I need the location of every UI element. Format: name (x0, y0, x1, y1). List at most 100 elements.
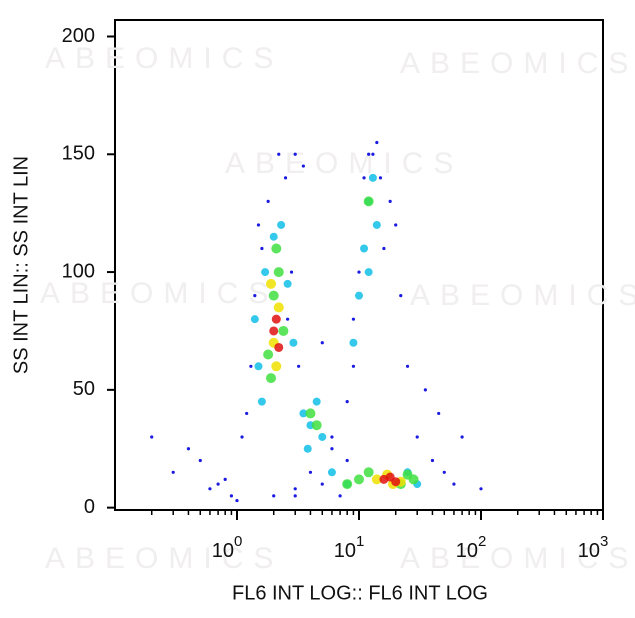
point (372, 220, 381, 229)
point (312, 397, 321, 406)
point (452, 482, 456, 486)
point (271, 314, 281, 324)
point (330, 447, 334, 451)
point (327, 468, 336, 477)
point (266, 199, 270, 203)
point (293, 494, 297, 498)
x-tick-exponent: 3 (600, 533, 608, 550)
point (277, 220, 286, 229)
point (391, 477, 401, 487)
point (253, 294, 257, 298)
point (308, 470, 313, 474)
point (363, 467, 374, 478)
point (283, 279, 292, 288)
point (318, 432, 327, 441)
watermark: ABEOMICS (410, 279, 635, 312)
point (293, 487, 297, 491)
point (245, 411, 249, 416)
point (273, 267, 284, 278)
point (216, 482, 220, 486)
watermark: ABEOMICS (225, 147, 463, 180)
point (301, 164, 305, 168)
watermark: ABEOMICS (45, 42, 283, 75)
watermark: ABEOMICS (400, 47, 635, 80)
x-tick-label: 100 (212, 533, 243, 562)
point (254, 362, 263, 371)
y-tick-label: 200 (62, 25, 95, 47)
y-tick-label: 0 (84, 496, 95, 518)
point (223, 477, 227, 481)
point (283, 176, 288, 180)
point (240, 435, 244, 439)
point (442, 470, 446, 474)
point (271, 361, 282, 372)
point (289, 270, 294, 274)
point (351, 364, 356, 368)
point (303, 444, 312, 453)
watermark: ABEOMICS (40, 277, 278, 310)
point (357, 270, 361, 274)
point (423, 388, 427, 392)
point (342, 479, 353, 490)
point (460, 435, 464, 439)
point (362, 176, 366, 180)
point (408, 474, 419, 485)
point (235, 498, 239, 503)
point (368, 173, 377, 182)
point (271, 243, 282, 254)
x-tick-exponent: 2 (478, 533, 486, 550)
point (371, 152, 375, 156)
point (266, 373, 277, 384)
point (367, 152, 371, 156)
x-tick-exponent: 0 (234, 533, 242, 550)
plot-frame (114, 19, 604, 511)
point (364, 268, 373, 277)
point (261, 268, 270, 277)
point (349, 338, 358, 347)
point (268, 290, 279, 301)
point (250, 315, 259, 324)
point (320, 482, 324, 486)
point (405, 364, 410, 368)
point (229, 494, 234, 498)
point (266, 278, 277, 289)
point (415, 435, 419, 439)
watermark: ABEOMICS (45, 542, 283, 575)
point (351, 317, 356, 321)
x-tick-label: 101 (334, 533, 365, 562)
x-tick-base: 10 (212, 540, 234, 562)
point (305, 408, 316, 419)
point (388, 199, 392, 203)
point (320, 341, 324, 345)
point (208, 487, 212, 491)
point (274, 342, 284, 352)
x-tick-exponent: 1 (356, 533, 364, 550)
point (345, 458, 349, 463)
point (171, 470, 175, 474)
point (277, 152, 281, 156)
watermark: ABEOMICS (400, 542, 635, 575)
point (437, 411, 441, 416)
point (289, 338, 298, 347)
point (311, 420, 322, 431)
point (360, 244, 369, 253)
y-tick-label: 100 (62, 260, 95, 282)
point (256, 223, 261, 227)
point (273, 302, 284, 313)
point (363, 196, 374, 207)
point (269, 326, 279, 336)
point (399, 294, 403, 298)
point (269, 232, 278, 241)
x-tick-base: 10 (578, 540, 600, 562)
point (345, 400, 349, 404)
point (293, 152, 297, 156)
point (382, 246, 386, 251)
point (394, 223, 398, 227)
point (260, 246, 264, 251)
y-axis-title: SS INT LIN:: SS INT LIN (10, 156, 32, 374)
x-tick-base: 10 (456, 540, 478, 562)
x-tick-label: 102 (456, 533, 487, 562)
point (330, 435, 334, 439)
point (375, 140, 379, 145)
